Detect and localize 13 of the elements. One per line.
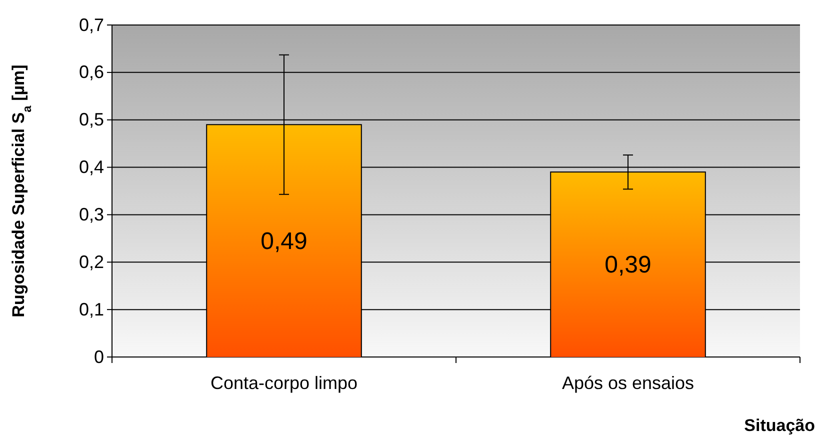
y-tick-label: 0,6 xyxy=(78,62,104,82)
x-tick-label: Conta-corpo limpo xyxy=(210,372,358,393)
data-label: 0,49 xyxy=(260,228,308,255)
y-tick-label: 0,2 xyxy=(78,252,104,272)
y-tick-label: 0,4 xyxy=(78,157,104,178)
y-tick-label: 0,5 xyxy=(78,110,104,130)
y-tick-label: 0,1 xyxy=(78,299,104,320)
x-axis-title: Situação xyxy=(744,416,815,435)
data-label: 0,39 xyxy=(604,252,652,279)
y-tick-label: 0,3 xyxy=(78,204,104,224)
y-tick-label: 0,7 xyxy=(78,14,104,35)
x-tick-label: Após os ensaios xyxy=(562,372,694,393)
y-tick-label: 0 xyxy=(94,346,104,367)
